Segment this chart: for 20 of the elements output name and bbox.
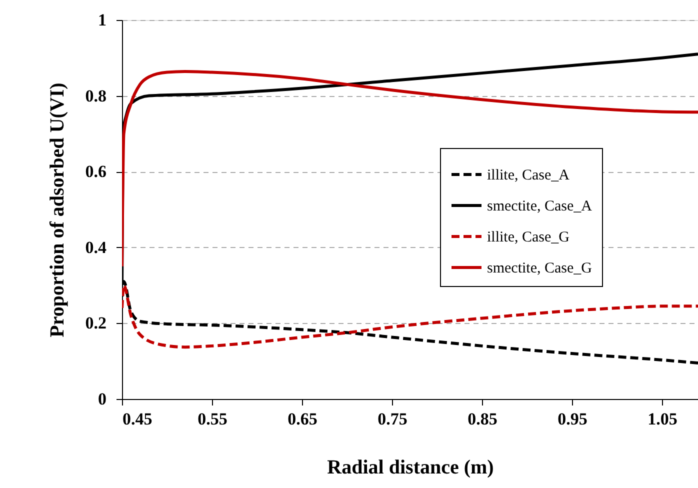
x-tick-label: 0.95 bbox=[558, 410, 588, 428]
x-tick-label: 0.55 bbox=[198, 410, 228, 428]
y-tick-label: 0.8 bbox=[85, 86, 106, 106]
y-tick-label: 0.4 bbox=[85, 238, 107, 257]
x-tick-label: 0.65 bbox=[288, 410, 318, 428]
y-tick-label: 1 bbox=[98, 10, 106, 30]
x-tick-label: 0.85 bbox=[468, 410, 498, 428]
x-axis-title: Radial distance (m) bbox=[327, 456, 494, 478]
legend-label: smectite, Case_A bbox=[487, 198, 592, 214]
line-series bbox=[122, 284, 698, 349]
x-tick-label: 0.45 bbox=[122, 410, 152, 428]
y-tick-label: 0.2 bbox=[85, 314, 106, 333]
legend-label: illite, Case_G bbox=[487, 230, 570, 246]
x-tick-label: 0.75 bbox=[378, 410, 408, 428]
y-axis-title: Proportion of adsorbed U(VI) bbox=[46, 82, 68, 338]
legend-label: smectite, Case_G bbox=[487, 260, 592, 276]
legend-label: illite, Case_A bbox=[487, 168, 570, 184]
y-tick-label: 0 bbox=[98, 390, 106, 408]
x-tick-label: 1.05 bbox=[648, 410, 678, 428]
y-tick-label: 0.6 bbox=[85, 162, 106, 182]
